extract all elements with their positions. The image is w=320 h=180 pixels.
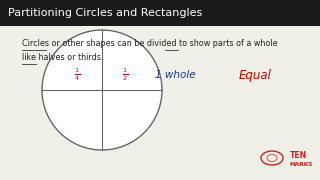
Text: 1 whole: 1 whole <box>155 70 195 80</box>
Text: TEN: TEN <box>290 152 307 161</box>
Text: Partitioning Circles and Rectangles: Partitioning Circles and Rectangles <box>8 8 202 18</box>
Text: MARKS: MARKS <box>290 161 313 166</box>
Text: Equal: Equal <box>239 69 271 82</box>
Text: like halves or thirds.: like halves or thirds. <box>22 53 103 62</box>
Circle shape <box>42 30 162 150</box>
Bar <box>0 0 320 26</box>
Text: $\frac{1}{4}$: $\frac{1}{4}$ <box>74 67 80 83</box>
Text: $\frac{1}{2}$: $\frac{1}{2}$ <box>122 67 128 83</box>
Text: Circles or other shapes can be divided to show parts of a whole: Circles or other shapes can be divided t… <box>22 39 278 48</box>
